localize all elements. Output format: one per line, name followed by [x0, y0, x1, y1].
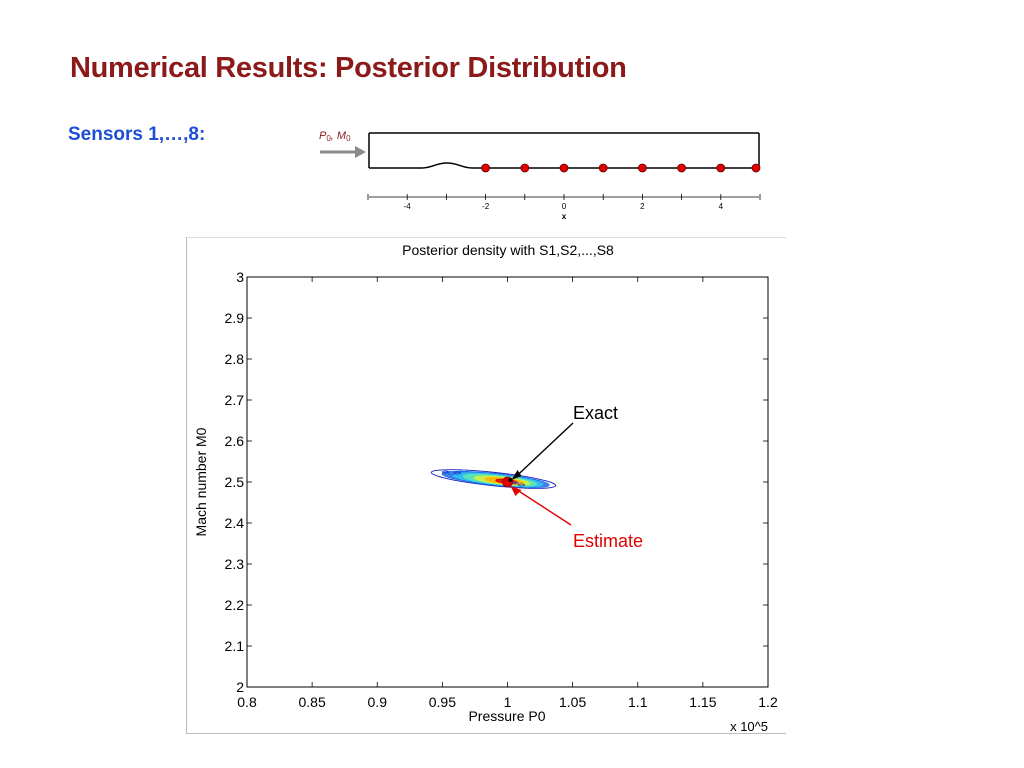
y-tick-label: 2.2: [225, 597, 245, 613]
posterior-density: [430, 469, 557, 489]
diagram-tick-label: -4: [404, 202, 412, 211]
density-fragment: [448, 472, 455, 476]
inlet-mach-sub: 0: [346, 134, 351, 143]
x-tick-label: 0.85: [299, 694, 326, 710]
sensor-5-marker: [637, 163, 647, 173]
sensors-label: Sensors 1,…,8:: [68, 124, 206, 145]
annotations: Exact Estimate: [502, 403, 643, 551]
exact-arrow: [514, 422, 574, 479]
channel-diagram: P0, M0 -4 -2 0 2 4 x: [319, 130, 761, 221]
inlet-mach-symbol: M: [337, 130, 347, 142]
plot-title: Posterior density with S1,S2,...,S8: [402, 242, 614, 258]
slide-title: Numerical Results: Posterior Distributio…: [70, 52, 627, 84]
y-tick-label: 2.3: [225, 556, 245, 572]
y-tick-label: 2.4: [225, 515, 245, 531]
x-tick-label: 0.9: [368, 694, 388, 710]
density-contour-level-1: [430, 469, 557, 489]
sensor-markers: [481, 163, 761, 173]
exact-marker: [508, 478, 513, 482]
density-fragment: [518, 483, 525, 487]
diagram-tick-label: 4: [719, 202, 724, 211]
sensor-4-marker: [598, 163, 608, 173]
y-tick-label: 2.1: [225, 638, 245, 654]
sensor-8-marker: [751, 163, 761, 173]
y-tick-label: 2.8: [225, 351, 245, 367]
y-tick-label: 3: [236, 269, 244, 285]
y-tick-label: 2: [236, 679, 244, 695]
density-fragment: [460, 469, 467, 473]
exact-arrowhead-icon: [511, 470, 522, 480]
y-tick-label: 2.5: [225, 474, 245, 490]
posterior-plot: Posterior density with S1,S2,...,S8 0.8 0…: [186, 237, 786, 734]
x-tick-label: 1.2: [758, 694, 778, 710]
diagram-tick-label: 0: [562, 202, 567, 211]
x-tick-label: 1: [504, 694, 512, 710]
estimate-annotation-label: Estimate: [573, 531, 643, 551]
inlet-label: P0, M0: [319, 130, 351, 143]
sensor-6-marker: [677, 163, 687, 173]
sensor-3-marker: [559, 163, 569, 173]
diagram-x-axis: -4 -2 0 2 4: [367, 194, 761, 211]
diagram-x-label: x: [562, 212, 567, 221]
x-tick-label: 1.05: [559, 694, 586, 710]
x-axis-ticks: 0.8 0.85 0.9 0.95 1 1.05 1.1 1.15 1.2: [237, 277, 778, 710]
density-fragment: [454, 471, 461, 475]
estimate-arrowhead-icon: [510, 486, 522, 496]
svg-text:P0, M0: P0, M0: [319, 130, 351, 143]
x-tick-label: 0.8: [237, 694, 257, 710]
exact-annotation-label: Exact: [573, 403, 618, 423]
plot-title-text: Posterior density with S1,S2,...,S8: [402, 242, 614, 258]
sensor-2-marker: [520, 163, 530, 173]
sensor-1-marker: [481, 163, 491, 173]
x-tick-label: 1.1: [628, 694, 648, 710]
density-fragment: [442, 470, 449, 474]
y-axis-ticks: 2 2.1 2.2 2.3 2.4 2.5 2.6 2.7 2.8 2.9 3: [225, 269, 768, 695]
y-tick-label: 2.6: [225, 433, 245, 449]
diagram-tick-label: 2: [640, 202, 645, 211]
channel-walls: [368, 132, 760, 169]
sensor-7-marker: [716, 163, 726, 173]
x-axis-multiplier: x 10^5: [730, 719, 768, 734]
y-tick-label: 2.7: [225, 392, 245, 408]
y-tick-label: 2.9: [225, 310, 245, 326]
estimate-arrow: [512, 486, 572, 526]
inflow-arrow-icon: [320, 146, 366, 158]
inlet-pressure-sub: 0: [326, 134, 331, 143]
x-tick-label: 0.95: [429, 694, 456, 710]
inlet-pressure-symbol: P: [319, 130, 327, 142]
diagram-tick-label: -2: [482, 202, 490, 211]
x-axis-label: Pressure P0: [468, 708, 545, 724]
x-tick-label: 1.15: [689, 694, 716, 710]
y-axis-label: Mach number M0: [193, 427, 209, 536]
